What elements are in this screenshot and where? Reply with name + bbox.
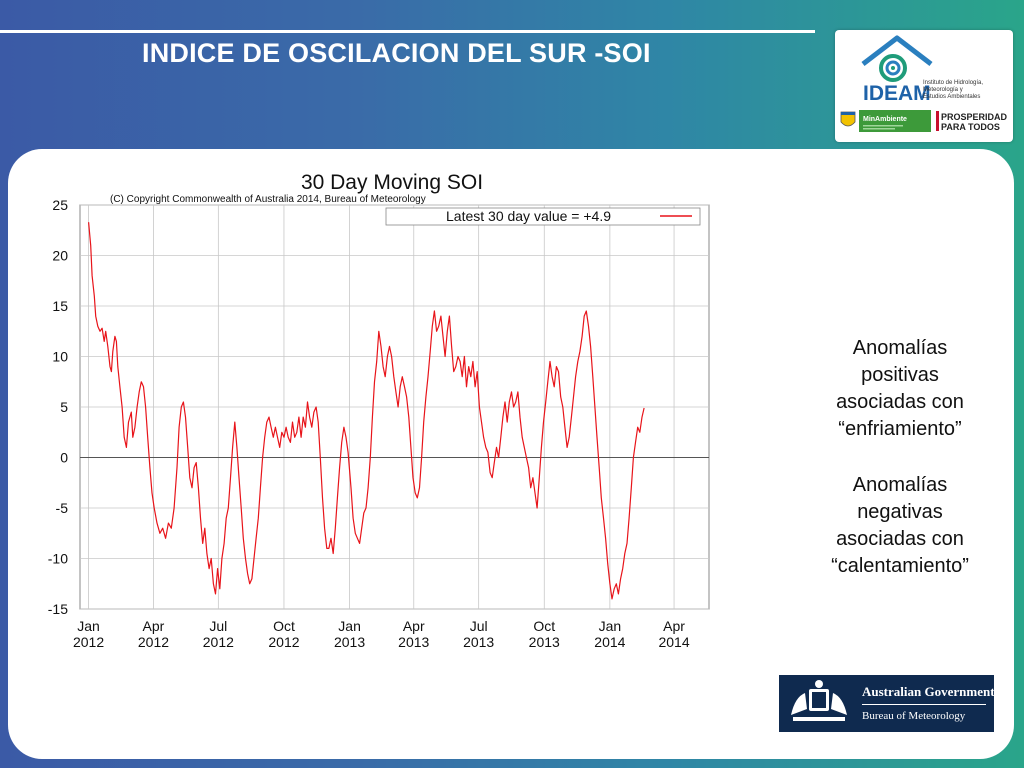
y-tick-label: 25 <box>52 197 68 213</box>
y-tick-label: 20 <box>52 248 68 264</box>
x-tick-month: Oct <box>273 618 295 634</box>
ideam-logo-card: IDEAM Instituto de Hidrología, Meteorolo… <box>835 30 1013 142</box>
note-line: Anomalías <box>852 337 948 359</box>
colombia-shield-icon <box>840 111 856 127</box>
prosperidad-mark <box>936 111 939 131</box>
x-tick-year: 2014 <box>658 634 689 650</box>
chart-legend: Latest 30 day value = +4.9 <box>385 207 701 226</box>
bom-bureau-label: Bureau of Meteorology <box>862 710 966 722</box>
x-tick-year: 2014 <box>594 634 625 650</box>
x-tick-month: Apr <box>143 618 165 634</box>
x-tick-year: 2012 <box>268 634 299 650</box>
y-tick-label: -15 <box>48 601 68 617</box>
minambiente-label: MinAmbiente <box>863 116 907 123</box>
x-tick-year: 2012 <box>203 634 234 650</box>
x-tick-year: 2012 <box>138 634 169 650</box>
bom-logo: Australian Government Bureau of Meteorol… <box>779 675 995 732</box>
y-tick-label: 5 <box>60 399 68 415</box>
y-tick-label: 10 <box>52 349 68 365</box>
title-underline <box>0 30 815 33</box>
negative-anomalies-note: Anomalías negativas asociadas con “calen… <box>800 472 1000 580</box>
chart-grid <box>80 204 709 610</box>
x-tick-month: Jul <box>209 618 227 634</box>
y-axis-ticks: 25 20 15 10 5 0 -5 -10 -15 <box>48 197 68 617</box>
legend-label: Latest 30 day value = +4.9 <box>446 208 611 224</box>
y-tick-label: 15 <box>52 298 68 314</box>
x-tick-month: Jan <box>599 618 622 634</box>
bom-divider <box>862 704 986 705</box>
x-axis-ticks: Jan2012Apr2012Jul2012Oct2012Jan2013Apr20… <box>73 618 690 650</box>
note-line: asociadas con <box>836 528 964 550</box>
x-tick-month: Apr <box>403 618 425 634</box>
x-tick-month: Jan <box>338 618 361 634</box>
note-line: Anomalías <box>852 474 948 496</box>
y-tick-label: -5 <box>56 500 69 516</box>
ideam-sub-2: Meteorología y <box>923 87 963 93</box>
note-line: negativas <box>857 501 943 523</box>
ideam-swirl-icon <box>879 54 907 82</box>
bom-gov-label: Australian Government <box>862 684 995 699</box>
ideam-logo: IDEAM Instituto de Hidrología, Meteorolo… <box>840 35 1008 132</box>
prosperidad-line1: PROSPERIDAD <box>941 112 1008 122</box>
legend-box <box>385 207 701 226</box>
slide-title: INDICE DE OSCILACION DEL SUR -SOI <box>142 38 651 68</box>
ideam-sub-1: Instituto de Hidrología, <box>923 80 983 86</box>
x-tick-month: Jul <box>470 618 488 634</box>
y-tick-label: 0 <box>60 450 68 466</box>
x-tick-year: 2013 <box>463 634 494 650</box>
ideam-roof-icon <box>861 35 933 66</box>
positive-anomalies-note: Anomalías positivas asociadas con “enfri… <box>800 335 1000 443</box>
prosperidad-line2: PARA TODOS <box>941 122 1000 132</box>
ideam-name: IDEAM <box>863 82 931 105</box>
x-tick-year: 2012 <box>73 634 104 650</box>
x-tick-year: 2013 <box>334 634 365 650</box>
content-panel <box>8 149 1014 759</box>
y-tick-label: -10 <box>48 551 68 567</box>
chart-subtitle: (C) Copyright Commonwealth of Australia … <box>110 194 426 205</box>
note-line: “calentamiento” <box>831 555 969 577</box>
x-tick-month: Oct <box>533 618 555 634</box>
x-tick-year: 2013 <box>398 634 429 650</box>
chart-title: 30 Day Moving SOI <box>301 171 483 194</box>
soi-series-line <box>88 222 645 600</box>
ideam-sub-3: Estudios Ambientales <box>923 94 980 100</box>
x-tick-month: Apr <box>663 618 685 634</box>
coat-of-arms-icon <box>791 680 847 721</box>
x-tick-year: 2013 <box>529 634 560 650</box>
note-line: “enfriamiento” <box>838 418 962 440</box>
x-tick-month: Jan <box>77 618 100 634</box>
note-line: positivas <box>861 364 939 386</box>
note-line: asociadas con <box>836 391 964 413</box>
